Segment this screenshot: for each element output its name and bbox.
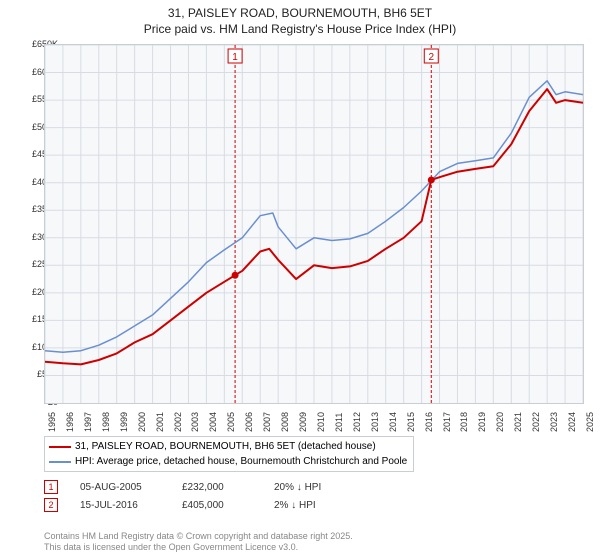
legend: 31, PAISLEY ROAD, BOURNEMOUTH, BH6 5ET (… bbox=[44, 436, 414, 472]
sale-marker-icon: 2 bbox=[44, 498, 58, 512]
x-tick-label: 1997 bbox=[83, 412, 93, 432]
x-tick-label: 2012 bbox=[352, 412, 362, 432]
sales-table: 1 05-AUG-2005 £232,000 20% ↓ HPI 2 15-JU… bbox=[44, 478, 354, 514]
chart-title: 31, PAISLEY ROAD, BOURNEMOUTH, BH6 5ET P… bbox=[0, 0, 600, 37]
svg-text:1: 1 bbox=[232, 52, 238, 63]
sale-diff: 20% ↓ HPI bbox=[274, 482, 354, 493]
svg-text:2: 2 bbox=[429, 52, 435, 63]
x-tick-label: 2000 bbox=[137, 412, 147, 432]
x-tick-label: 2022 bbox=[531, 412, 541, 432]
x-tick-label: 2005 bbox=[226, 412, 236, 432]
x-tick-label: 2023 bbox=[549, 412, 559, 432]
x-tick-label: 2008 bbox=[280, 412, 290, 432]
sale-date: 05-AUG-2005 bbox=[80, 482, 160, 493]
legend-text: HPI: Average price, detached house, Bour… bbox=[75, 454, 407, 469]
sale-price: £405,000 bbox=[182, 500, 252, 511]
x-tick-label: 2006 bbox=[244, 412, 254, 432]
x-tick-label: 2021 bbox=[513, 412, 523, 432]
x-tick-label: 2017 bbox=[442, 412, 452, 432]
sale-row: 2 15-JUL-2016 £405,000 2% ↓ HPI bbox=[44, 496, 354, 514]
legend-swatch bbox=[49, 461, 71, 463]
x-tick-label: 2015 bbox=[406, 412, 416, 432]
x-tick-label: 2019 bbox=[477, 412, 487, 432]
x-tick-label: 2004 bbox=[208, 412, 218, 432]
x-tick-label: 2011 bbox=[334, 413, 344, 432]
sale-diff: 2% ↓ HPI bbox=[274, 500, 354, 511]
sale-row: 1 05-AUG-2005 £232,000 20% ↓ HPI bbox=[44, 478, 354, 496]
x-tick-label: 2014 bbox=[388, 412, 398, 432]
x-tick-label: 2024 bbox=[567, 412, 577, 432]
x-tick-label: 2007 bbox=[262, 412, 272, 432]
x-tick-label: 2016 bbox=[424, 412, 434, 432]
x-tick-label: 2003 bbox=[190, 412, 200, 432]
x-tick-label: 2020 bbox=[495, 412, 505, 432]
x-tick-label: 1996 bbox=[65, 412, 75, 432]
legend-item: 31, PAISLEY ROAD, BOURNEMOUTH, BH6 5ET (… bbox=[49, 439, 407, 454]
sale-date: 15-JUL-2016 bbox=[80, 500, 160, 511]
chart-container: 31, PAISLEY ROAD, BOURNEMOUTH, BH6 5ET P… bbox=[0, 0, 600, 560]
plot-area: 12 bbox=[44, 44, 584, 404]
legend-item: HPI: Average price, detached house, Bour… bbox=[49, 454, 407, 469]
footer-line: Contains HM Land Registry data © Crown c… bbox=[44, 531, 353, 543]
x-tick-label: 2001 bbox=[155, 412, 165, 432]
sale-marker-icon: 1 bbox=[44, 480, 58, 494]
legend-text: 31, PAISLEY ROAD, BOURNEMOUTH, BH6 5ET (… bbox=[75, 439, 376, 454]
x-tick-label: 2010 bbox=[316, 412, 326, 432]
footer-attribution: Contains HM Land Registry data © Crown c… bbox=[44, 531, 353, 554]
x-tick-label: 2013 bbox=[370, 412, 380, 432]
legend-swatch bbox=[49, 446, 71, 448]
x-tick-label: 2009 bbox=[298, 412, 308, 432]
footer-line: This data is licensed under the Open Gov… bbox=[44, 542, 353, 554]
x-tick-label: 1995 bbox=[47, 412, 57, 432]
x-tick-label: 2002 bbox=[173, 412, 183, 432]
title-address: 31, PAISLEY ROAD, BOURNEMOUTH, BH6 5ET bbox=[0, 6, 600, 22]
x-tick-label: 1998 bbox=[101, 412, 111, 432]
x-tick-label: 2018 bbox=[459, 412, 469, 432]
sale-price: £232,000 bbox=[182, 482, 252, 493]
chart-svg: 12 bbox=[45, 45, 583, 403]
title-subtitle: Price paid vs. HM Land Registry's House … bbox=[0, 22, 600, 38]
x-tick-label: 1999 bbox=[119, 412, 129, 432]
x-tick-label: 2025 bbox=[585, 412, 595, 432]
